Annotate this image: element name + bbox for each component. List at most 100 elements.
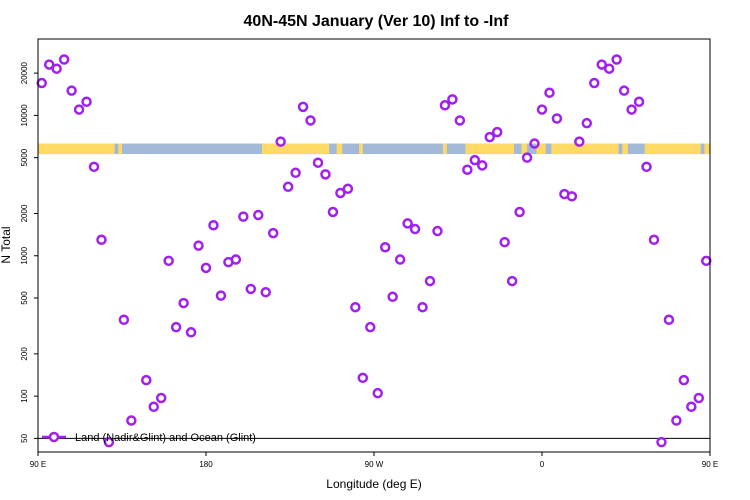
data-points (36, 54, 712, 448)
data-point (402, 218, 413, 229)
land-patch (536, 143, 546, 155)
data-point (678, 374, 690, 386)
data-point (477, 160, 488, 171)
data-point (170, 321, 182, 333)
data-point (589, 77, 600, 89)
x-axis-label: Longitude (deg E) (326, 477, 421, 491)
legend-marker (48, 431, 60, 443)
y-tick-label: 20000 (20, 61, 29, 84)
data-point (618, 85, 630, 96)
data-point (701, 255, 712, 267)
data-point (118, 314, 130, 326)
data-point (365, 321, 376, 333)
data-point (686, 401, 697, 413)
data-point (432, 225, 443, 237)
land-patch (551, 143, 619, 155)
data-point (267, 227, 279, 239)
data-point (282, 181, 294, 193)
data-point (342, 183, 354, 195)
data-point (312, 157, 324, 168)
x-axis: 90 E 180 90 W 0 90 E (30, 452, 718, 469)
data-point (574, 136, 585, 147)
legend-label: Land (Nadir&Glint) and Ocean (Glint) (75, 432, 256, 444)
data-point (230, 254, 242, 265)
data-point (215, 290, 227, 301)
data-point (394, 254, 406, 265)
ocean-band (38, 143, 710, 155)
x-tick-label: 90 W (365, 460, 384, 469)
land-patch (465, 143, 514, 155)
data-point (663, 314, 675, 326)
data-point (275, 136, 286, 147)
y-tick-label: 5000 (20, 148, 29, 166)
y-tick-label: 500 (20, 291, 29, 305)
data-point (58, 54, 70, 65)
land-patch (443, 143, 447, 155)
land-patch (704, 143, 710, 155)
chart-title: 40N-45N January (Ver 10) Inf to -Inf (244, 13, 510, 30)
y-tick-label: 2000 (20, 204, 29, 222)
data-point (81, 96, 92, 108)
data-point (350, 301, 361, 313)
land-patch (359, 143, 363, 155)
data-point (544, 87, 555, 98)
data-point (499, 236, 510, 248)
data-point (96, 234, 107, 246)
data-point (626, 104, 637, 115)
data-point (43, 59, 55, 70)
land-patch (644, 143, 701, 155)
data-point (462, 164, 473, 175)
legend: Land (Nadir&Glint) and Ocean (Glint) (42, 431, 256, 444)
data-point (178, 297, 189, 309)
data-point (551, 113, 563, 124)
data-point (693, 392, 705, 404)
x-tick-label: 90 E (702, 460, 718, 469)
data-point (484, 131, 495, 143)
data-point (603, 63, 615, 74)
data-point (596, 59, 607, 70)
data-point (648, 234, 660, 246)
data-point (320, 169, 331, 180)
data-point (297, 101, 309, 113)
data-point (566, 191, 578, 202)
data-point (208, 219, 219, 231)
data-point (454, 115, 466, 126)
data-point (357, 372, 369, 384)
data-point (372, 387, 383, 399)
data-point (529, 138, 540, 149)
data-point (439, 100, 451, 111)
data-point (163, 255, 174, 267)
y-tick-label: 10000 (20, 104, 29, 127)
data-point (417, 301, 428, 313)
y-tick-label: 100 (20, 389, 29, 403)
land-patch (262, 143, 330, 155)
data-point (506, 275, 518, 287)
data-point (447, 94, 458, 105)
data-point (491, 126, 503, 138)
data-point (305, 115, 316, 126)
x-tick-label: 0 (540, 460, 545, 469)
data-point (424, 275, 436, 287)
data-point (66, 85, 77, 96)
data-point (536, 104, 548, 115)
data-point (155, 392, 167, 404)
data-point (641, 161, 652, 173)
data-point (200, 262, 212, 274)
data-point (387, 291, 398, 303)
y-tick-label: 50 (20, 433, 29, 442)
data-point (671, 415, 682, 426)
data-point (611, 54, 622, 65)
data-point (253, 209, 264, 221)
data-point (581, 117, 593, 129)
land-patch (118, 143, 122, 155)
data-point (126, 415, 137, 426)
data-point (469, 154, 481, 166)
data-point (633, 96, 645, 108)
data-point (36, 77, 47, 89)
data-point (290, 167, 301, 179)
data-point (409, 223, 421, 235)
data-point (51, 63, 62, 74)
y-tick-label: 200 (20, 347, 29, 361)
data-point (335, 187, 346, 199)
